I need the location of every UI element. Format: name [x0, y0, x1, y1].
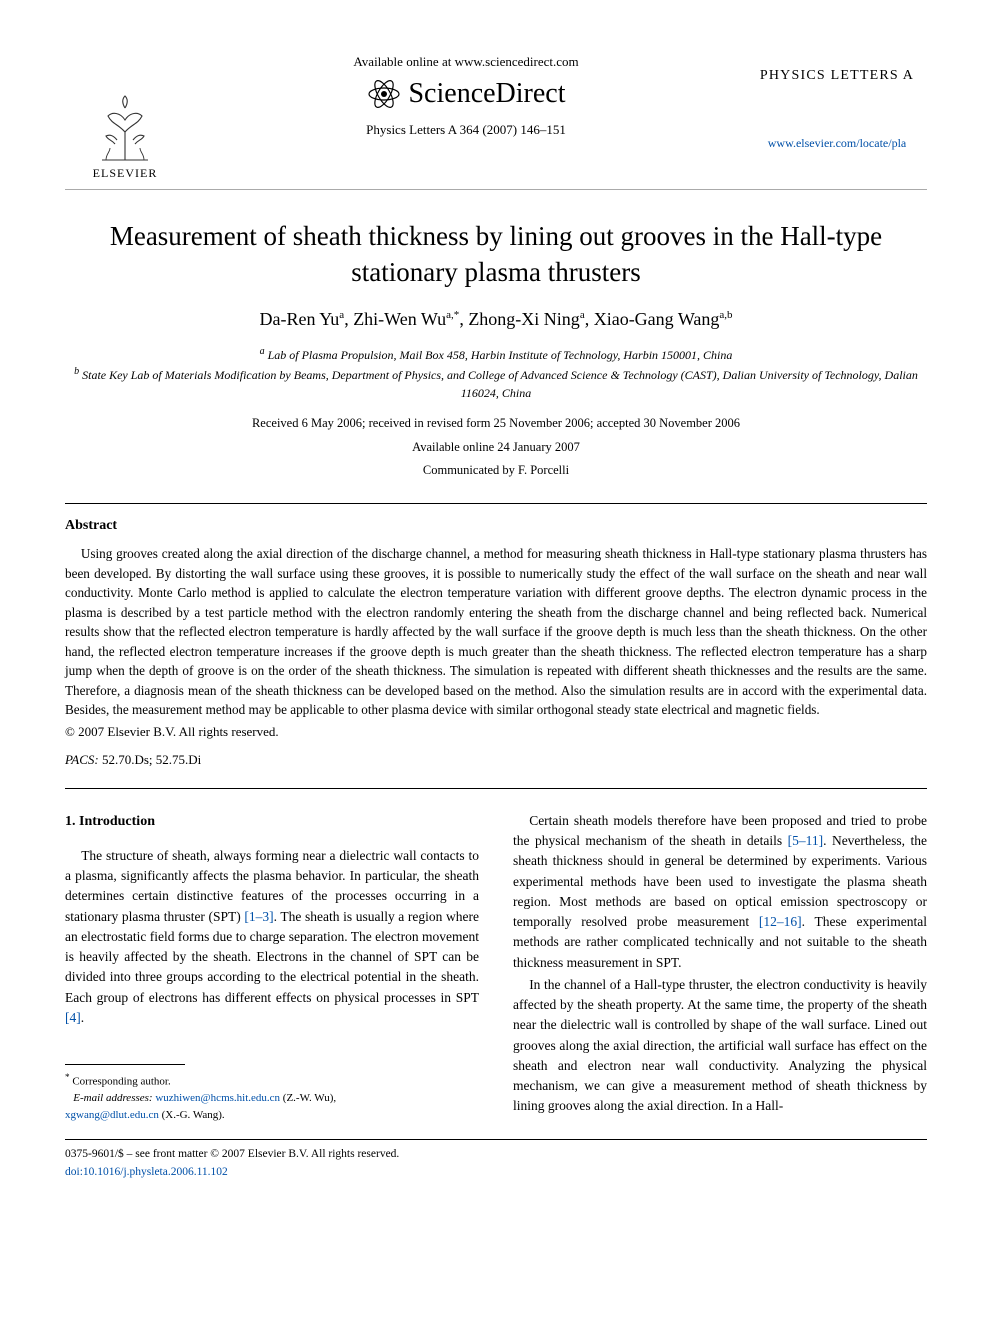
email-2-who: (X.-G. Wang). — [162, 1109, 225, 1121]
intro-left-text-c: . — [81, 1010, 84, 1025]
affil-a-text: Lab of Plasma Propulsion, Mail Box 458, … — [268, 348, 733, 362]
affiliation-b: b State Key Lab of Materials Modificatio… — [65, 364, 927, 402]
header-row: ELSEVIER Available online at www.science… — [65, 50, 927, 181]
received-line: Received 6 May 2006; received in revised… — [65, 412, 927, 436]
email-line-2: xgwang@dlut.edu.cn (X.-G. Wang). — [65, 1107, 479, 1124]
pacs-codes: 52.70.Ds; 52.75.Di — [102, 752, 201, 767]
journal-logo-block: PHYSICS LETTERS A www.elsevier.com/locat… — [747, 50, 927, 151]
bottom-info: 0375-9601/$ – see front matter © 2007 El… — [65, 1146, 927, 1181]
doi-link[interactable]: doi:10.1016/j.physleta.2006.11.102 — [65, 1164, 927, 1181]
elsevier-label: ELSEVIER — [93, 166, 158, 181]
sciencedirect-wordmark: ScienceDirect — [408, 78, 565, 110]
footnote-rule — [65, 1064, 185, 1065]
available-line: Available online 24 January 2007 — [65, 436, 927, 460]
header-rule — [65, 189, 927, 190]
right-column: Certain sheath models therefore have bee… — [513, 811, 927, 1123]
ref-link-12-16[interactable]: [12–16] — [759, 914, 802, 929]
available-online-text: Available online at www.sciencedirect.co… — [185, 54, 747, 70]
author-1-marks: a — [339, 309, 344, 321]
affil-b-text: State Key Lab of Materials Modification … — [82, 368, 918, 400]
abstract-top-rule — [65, 503, 927, 504]
abstract-body: Using grooves created along the axial di… — [65, 544, 927, 720]
citation-line: Physics Letters A 364 (2007) 146–151 — [185, 122, 747, 138]
abstract-bottom-rule — [65, 788, 927, 789]
ref-link-1-3[interactable]: [1–3] — [244, 909, 273, 924]
publisher-logo-block: ELSEVIER — [65, 50, 185, 181]
intro-right-para-2: In the channel of a Hall-type thruster, … — [513, 975, 927, 1117]
communicated-line: Communicated by F. Porcelli — [65, 459, 927, 483]
intro-left-para-1: The structure of sheath, always forming … — [65, 846, 479, 1028]
pacs-line: PACS: 52.70.Ds; 52.75.Di — [65, 752, 927, 768]
front-matter-line: 0375-9601/$ – see front matter © 2007 El… — [65, 1146, 927, 1163]
email-2[interactable]: xgwang@dlut.edu.cn — [65, 1109, 159, 1121]
author-4-marks: a,b — [719, 309, 732, 321]
intro-heading: 1. Introduction — [65, 811, 479, 832]
dates-block: Received 6 May 2006; received in revised… — [65, 412, 927, 483]
ref-link-5-11[interactable]: [5–11] — [788, 833, 824, 848]
email-1[interactable]: wuzhiwen@hcms.hit.edu.cn — [155, 1092, 280, 1104]
locate-url[interactable]: www.elsevier.com/locate/pla — [747, 136, 927, 151]
corresponding-text: Corresponding author. — [72, 1076, 170, 1088]
body-columns: 1. Introduction The structure of sheath,… — [65, 811, 927, 1123]
abstract-copyright: © 2007 Elsevier B.V. All rights reserved… — [65, 724, 927, 740]
ref-link-4[interactable]: [4] — [65, 1010, 81, 1025]
author-2-marks: a,* — [446, 309, 459, 321]
bottom-rule — [65, 1139, 927, 1140]
authors-line: Da-Ren Yua, Zhi-Wen Wua,*, Zhong-Xi Ning… — [65, 309, 927, 330]
journal-name: PHYSICS LETTERS A — [747, 68, 927, 84]
abstract-heading: Abstract — [65, 518, 927, 534]
pacs-label: PACS: — [65, 752, 99, 767]
author-4: Xiao-Gang Wang — [594, 309, 720, 329]
elsevier-tree-icon — [90, 94, 160, 164]
header-center: Available online at www.sciencedirect.co… — [185, 50, 747, 138]
author-2: Zhi-Wen Wu — [353, 309, 446, 329]
affiliation-a: a Lab of Plasma Propulsion, Mail Box 458… — [65, 344, 927, 364]
author-3-marks: a — [580, 309, 585, 321]
sciencedirect-logo: ScienceDirect — [185, 76, 747, 112]
article-title: Measurement of sheath thickness by linin… — [65, 218, 927, 291]
corresponding-author: * Corresponding author. — [65, 1071, 479, 1090]
email-line: E-mail addresses: wuzhiwen@hcms.hit.edu.… — [65, 1090, 479, 1107]
email-1-who: (Z.-W. Wu), — [283, 1092, 336, 1104]
left-column: 1. Introduction The structure of sheath,… — [65, 811, 479, 1123]
email-label: E-mail addresses: — [73, 1092, 152, 1104]
author-3: Zhong-Xi Ning — [468, 309, 580, 329]
footnote-block: * Corresponding author. E-mail addresses… — [65, 1071, 479, 1123]
page: ELSEVIER Available online at www.science… — [0, 0, 992, 1221]
intro-right-para-1: Certain sheath models therefore have bee… — [513, 811, 927, 973]
sciencedirect-atom-icon — [366, 76, 402, 112]
author-1: Da-Ren Yu — [259, 309, 339, 329]
